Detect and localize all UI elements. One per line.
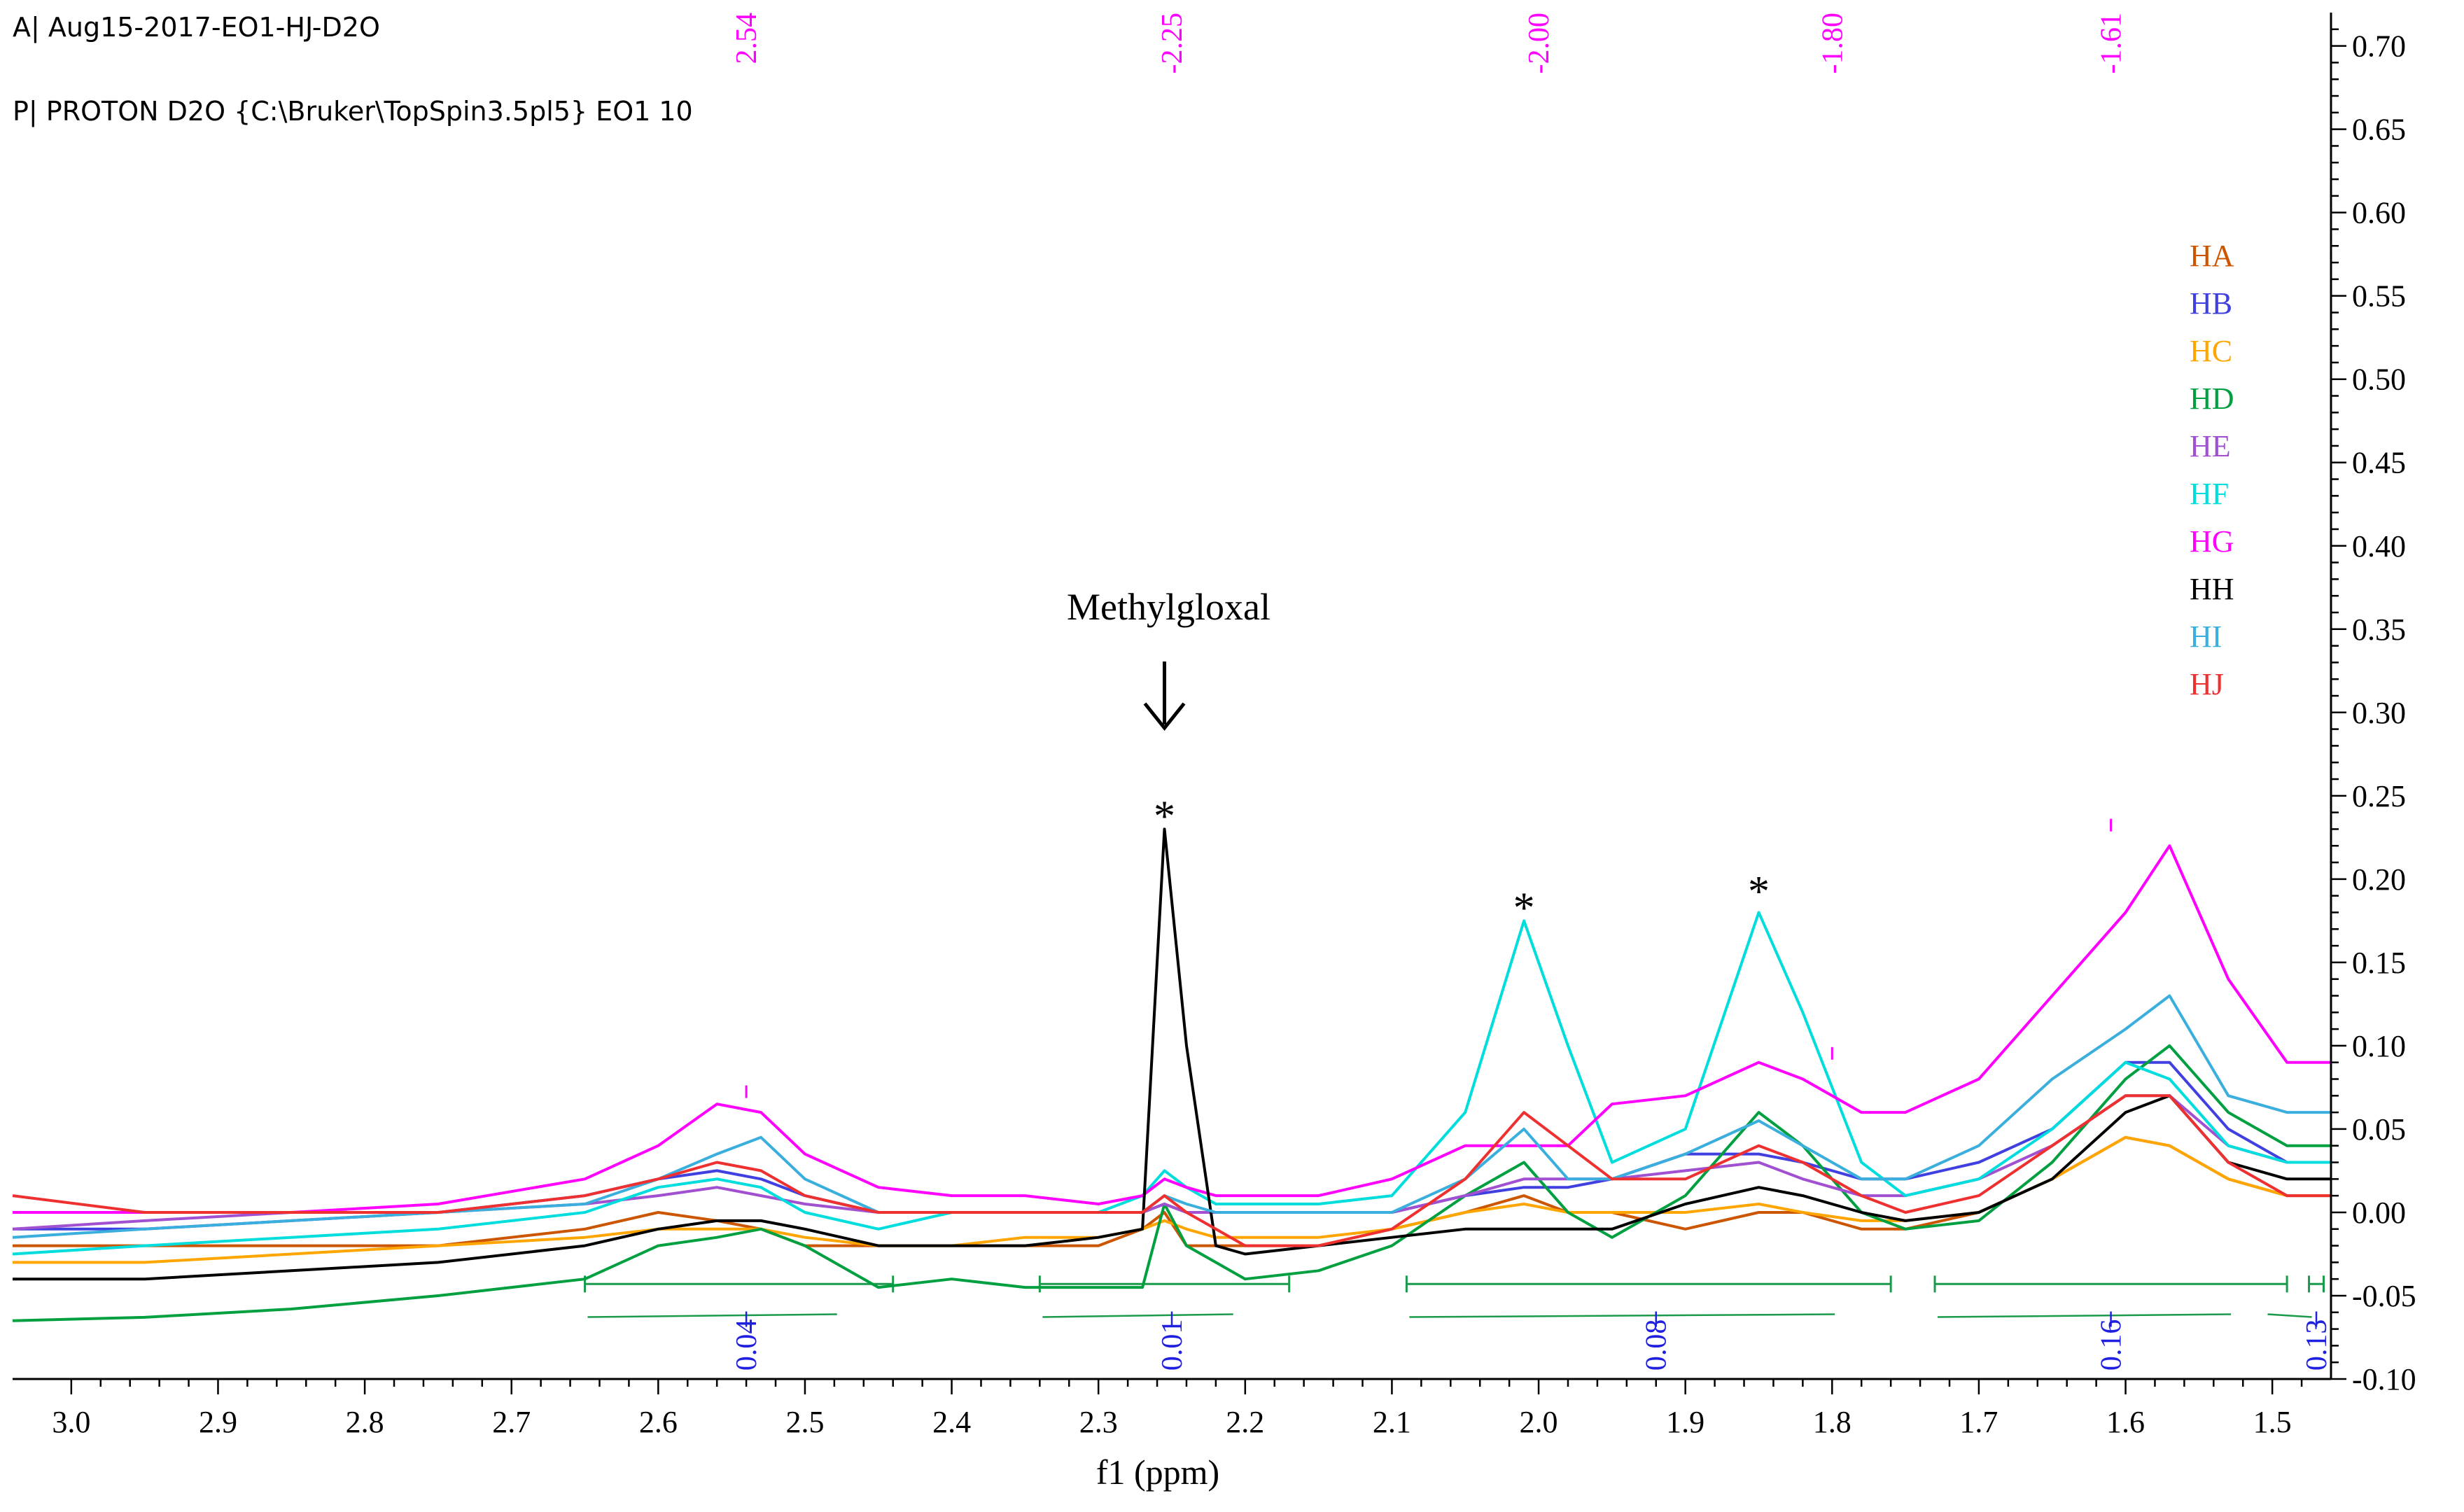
y-tick-label: 0.70 [2352,29,2406,64]
series-line-hh [13,827,2331,1281]
legend: HA HB HC HD HE HF HG HH HI HJ [2190,239,2234,701]
legend-he: HE [2190,429,2231,463]
x-tick-label: 2.4 [932,1405,971,1439]
integral-value-label: 0.13 [2301,1320,2333,1371]
x-tick-label: 2.0 [1520,1405,1558,1439]
x-tick-label: 2.8 [346,1405,384,1439]
peak-position-label: -1.61 [2096,13,2128,74]
integral-curve [1409,1313,1835,1318]
y-tick-label: 0.55 [2352,279,2406,314]
series-line-hb [13,1060,2331,1231]
y-tick-label: 0.25 [2352,779,2406,813]
y-tick-label: -0.10 [2352,1362,2416,1396]
series-line-hf [12,911,2331,1256]
x-tick-label: 2.3 [1079,1405,1118,1439]
x-tick-label: 1.6 [2106,1405,2145,1439]
x-tick-label: 2.7 [492,1405,531,1439]
series-line-hg [13,844,2331,1214]
axes: 3.0 2.9 2.8 2.7 2.6 2.5 2.4 2.3 2.2 2.1 2.0 1.9 1.8 1… [13,13,2416,1492]
integral-lines: 0.04 0.01 0.08 0.16 0.13 [584,1275,2333,1371]
x-tick-label: 2.2 [1226,1405,1264,1439]
legend-ha: HA [2190,239,2234,273]
x-tick-label: 1.5 [2253,1405,2292,1439]
legend-hj: HJ [2190,667,2224,701]
x-tick-label: 1.9 [1666,1405,1704,1439]
significance-star: * [1748,868,1770,916]
legend-hd: HD [2190,382,2234,416]
peak-position-label: -2.25 [1156,13,1189,74]
y-tick-label: 0.00 [2352,1196,2406,1230]
integral-curve [587,1313,837,1318]
y-tick-label: 0.35 [2352,612,2406,647]
spectrum-title-line1: A| Aug15-2017-EO1-HJ-D2O [13,12,380,43]
peak-position-label: 2.54 [731,13,763,64]
integral-curve [1938,1313,2232,1318]
integral-curve [2267,1313,2312,1318]
legend-hc: HC [2190,334,2232,368]
legend-hb: HB [2190,286,2232,321]
x-tick-label: 1.8 [1813,1405,1851,1439]
legend-hh: HH [2190,572,2234,606]
x-tick-label: 2.5 [785,1405,824,1439]
y-tick-label: 0.60 [2352,196,2406,230]
y-tick-label: 0.40 [2352,529,2406,564]
series-line-hd [12,1044,2331,1322]
peak-labels: 2.54 -2.25 -2.00 -1.80 -1.61 [731,13,2128,1098]
integral-value-label: 0.01 [1156,1320,1189,1371]
x-tick-label: 1.7 [1959,1405,1998,1439]
x-tick-label: 2.9 [199,1405,237,1439]
y-tick-label: 0.20 [2352,862,2406,897]
spectrum-title-line2: P| PROTON D2O {C:\Bruker\TopSpin3.5pl5} … [13,96,693,127]
significance-star: * [1154,793,1175,841]
integral-curve [1042,1313,1233,1318]
y-tick-label: 0.50 [2352,363,2406,397]
peak-position-label: -2.00 [1523,13,1555,74]
legend-hf: HF [2190,477,2229,511]
methylglyoxal-arrow-head [1143,702,1186,732]
legend-hi: HI [2190,620,2222,654]
integral-value-label: 0.04 [731,1320,763,1371]
y-tick-label: 0.10 [2352,1029,2406,1063]
series-line-hj [12,1094,2331,1247]
x-axis-label: f1 (ppm) [1096,1452,1219,1492]
x-tick-label: 2.6 [639,1405,678,1439]
annotations: Methylgloxal * * * [1067,586,1770,932]
x-tick-label: 2.1 [1373,1405,1411,1439]
peak-position-label: -1.80 [1816,13,1849,74]
y-tick-label: 0.65 [2352,113,2406,147]
y-tick-label: 0.30 [2352,696,2406,730]
y-tick-label: -0.05 [2352,1279,2416,1313]
y-tick-label: 0.15 [2352,946,2406,980]
y-tick-label: 0.45 [2352,446,2406,480]
series-lines [12,827,2331,1322]
integral-value-label: 0.08 [1641,1320,1673,1371]
integral-value-label: 0.16 [2096,1320,2128,1371]
y-tick-label: 0.05 [2352,1112,2406,1147]
series-line-hi [12,994,2331,1239]
significance-star: * [1513,885,1535,932]
legend-hg: HG [2190,524,2234,559]
methylglyoxal-label: Methylgloxal [1067,586,1270,628]
x-tick-label: 3.0 [52,1405,90,1439]
